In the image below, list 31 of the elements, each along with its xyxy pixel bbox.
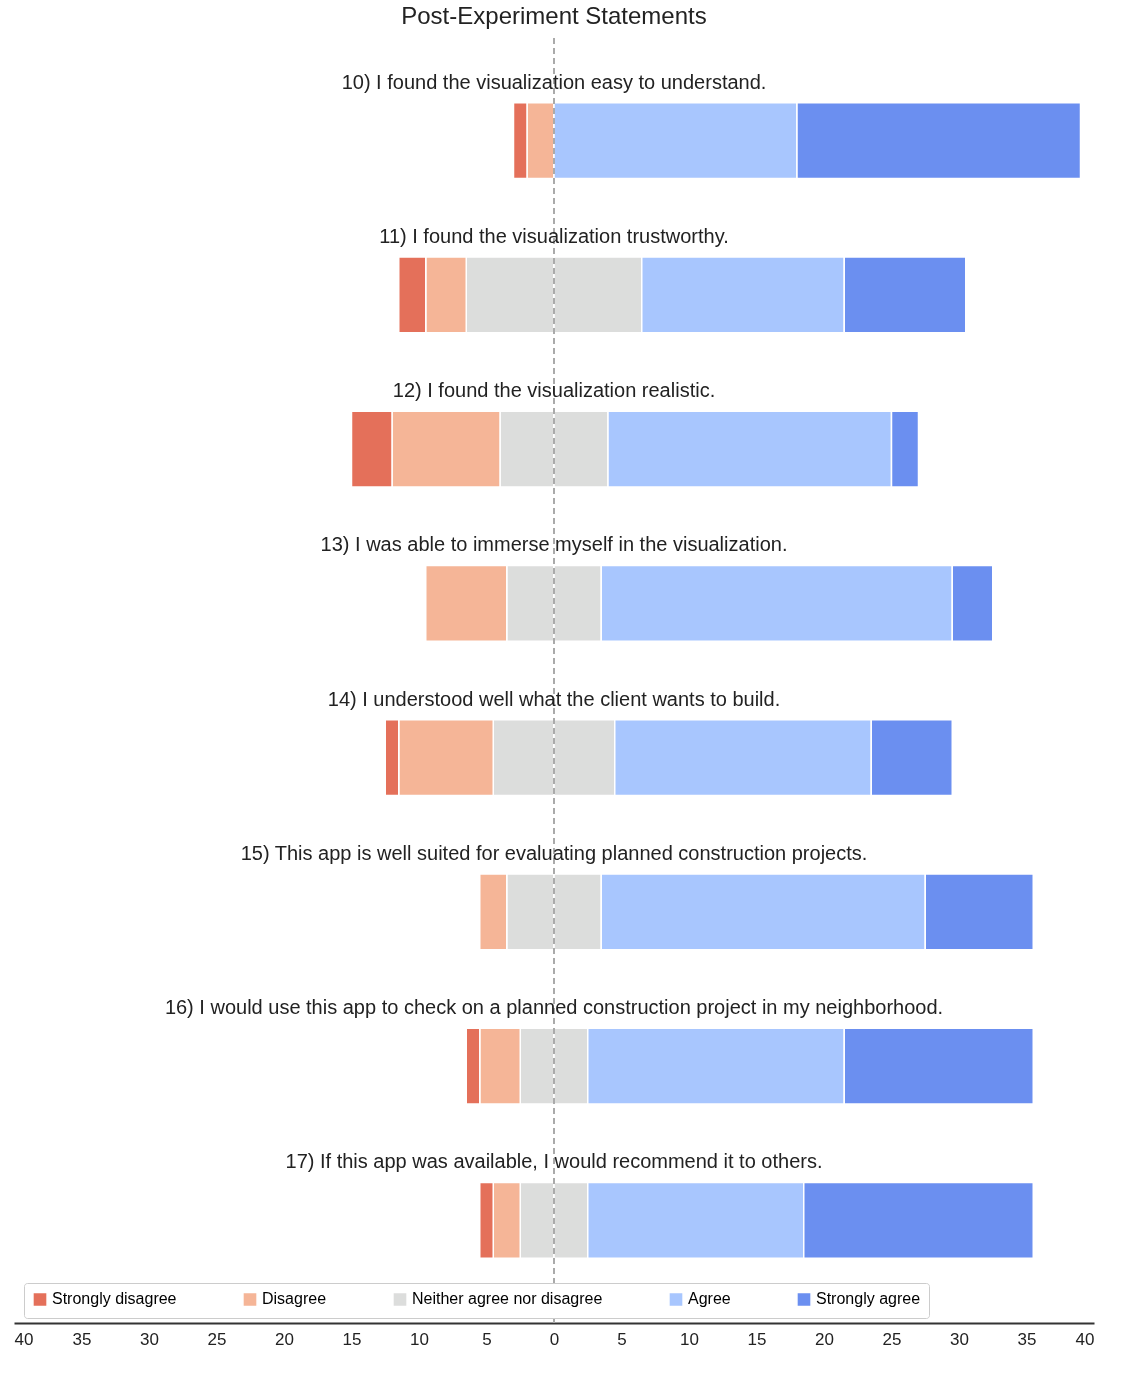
legend-label: Strongly disagree (52, 1290, 177, 1308)
x-tick-label: 5 (482, 1329, 492, 1349)
x-tick-label: 20 (275, 1329, 294, 1349)
x-tick-label: 5 (617, 1329, 627, 1349)
x-tick-label: 40 (14, 1329, 34, 1349)
legend-label: Neither agree nor disagree (412, 1290, 603, 1308)
legend-label: Strongly agree (816, 1290, 921, 1308)
y-tick-label: 15) This app is well suited for evaluating planned construction projects. (240, 841, 868, 864)
x-tick-label: 15 (342, 1329, 362, 1349)
chart-title: Post-Experiment Statements (401, 2, 707, 29)
x-tick-label: 25 (882, 1329, 902, 1349)
y-tick-label: 14) I understood well what the client wants to build. (327, 687, 781, 710)
y-tick-label: 11) I found the visualization trustworthy. (379, 224, 729, 247)
y-tick-label: 17) If this app was available, I would recommend it to others. (285, 1150, 823, 1173)
y-tick-label: 12) I found the visualization realistic. (392, 379, 716, 402)
x-tick-label: 30 (140, 1329, 159, 1349)
x-tick-label: 10 (410, 1329, 429, 1349)
legend-label: Agree (688, 1290, 731, 1308)
x-tick-label: 10 (680, 1329, 699, 1349)
x-tick-label: 20 (815, 1329, 834, 1349)
x-tick-label: 25 (207, 1329, 227, 1349)
x-tick-label: 40 (1075, 1329, 1095, 1349)
x-tick-label: 35 (1017, 1329, 1037, 1349)
x-tick-label: 0 (549, 1329, 560, 1349)
y-tick-label: 16) I would use this app to check on a planned construction project in my neighborhood. (164, 996, 944, 1019)
x-tick-label: 30 (950, 1329, 969, 1349)
y-tick-label: 10) I found the visualization easy to understand. (341, 70, 767, 93)
x-tick-label: 35 (72, 1329, 92, 1349)
y-tick-label: 13) I was able to immerse myself in the visualization. (320, 533, 788, 556)
legend-label: Disagree (262, 1290, 327, 1308)
x-tick-label: 15 (747, 1329, 767, 1349)
